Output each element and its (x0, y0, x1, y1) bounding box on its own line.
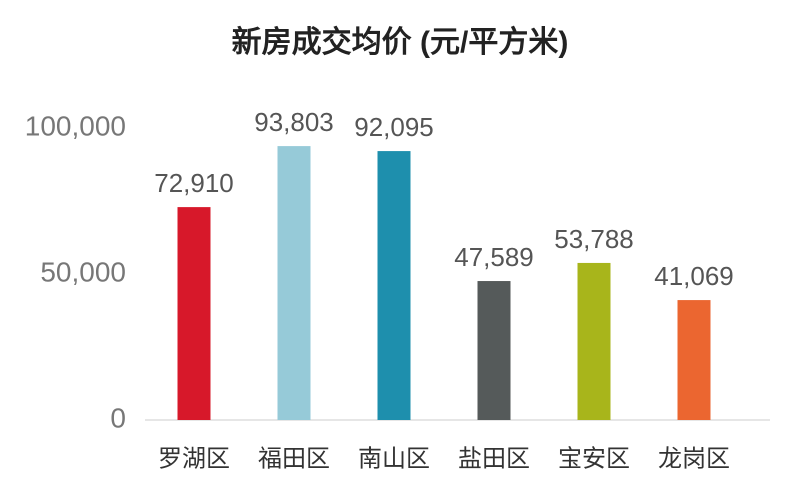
bar (577, 262, 611, 420)
value-label: 53,788 (554, 224, 634, 254)
value-label: 72,910 (154, 168, 234, 198)
value-label: 93,803 (254, 107, 334, 137)
bar (377, 151, 411, 421)
y-tick-label: 0 (110, 402, 126, 433)
bar (477, 281, 511, 420)
y-tick-label: 50,000 (40, 256, 126, 287)
chart-title: 新房成交均价 (元/平方米) (232, 25, 569, 59)
x-tick-label: 盐田区 (458, 445, 530, 472)
x-tick-label: 罗湖区 (158, 445, 230, 472)
x-tick-label: 南山区 (358, 445, 430, 472)
x-tick-label: 宝安区 (558, 445, 630, 472)
x-tick-label: 龙岗区 (658, 445, 730, 472)
value-label: 41,069 (654, 261, 734, 291)
x-tick-label: 福田区 (258, 445, 330, 472)
value-label: 47,589 (454, 242, 534, 272)
y-tick-label: 100,000 (25, 110, 126, 141)
bar (177, 207, 211, 420)
bar (277, 146, 311, 420)
bar (677, 300, 711, 420)
value-label: 92,095 (354, 112, 434, 142)
